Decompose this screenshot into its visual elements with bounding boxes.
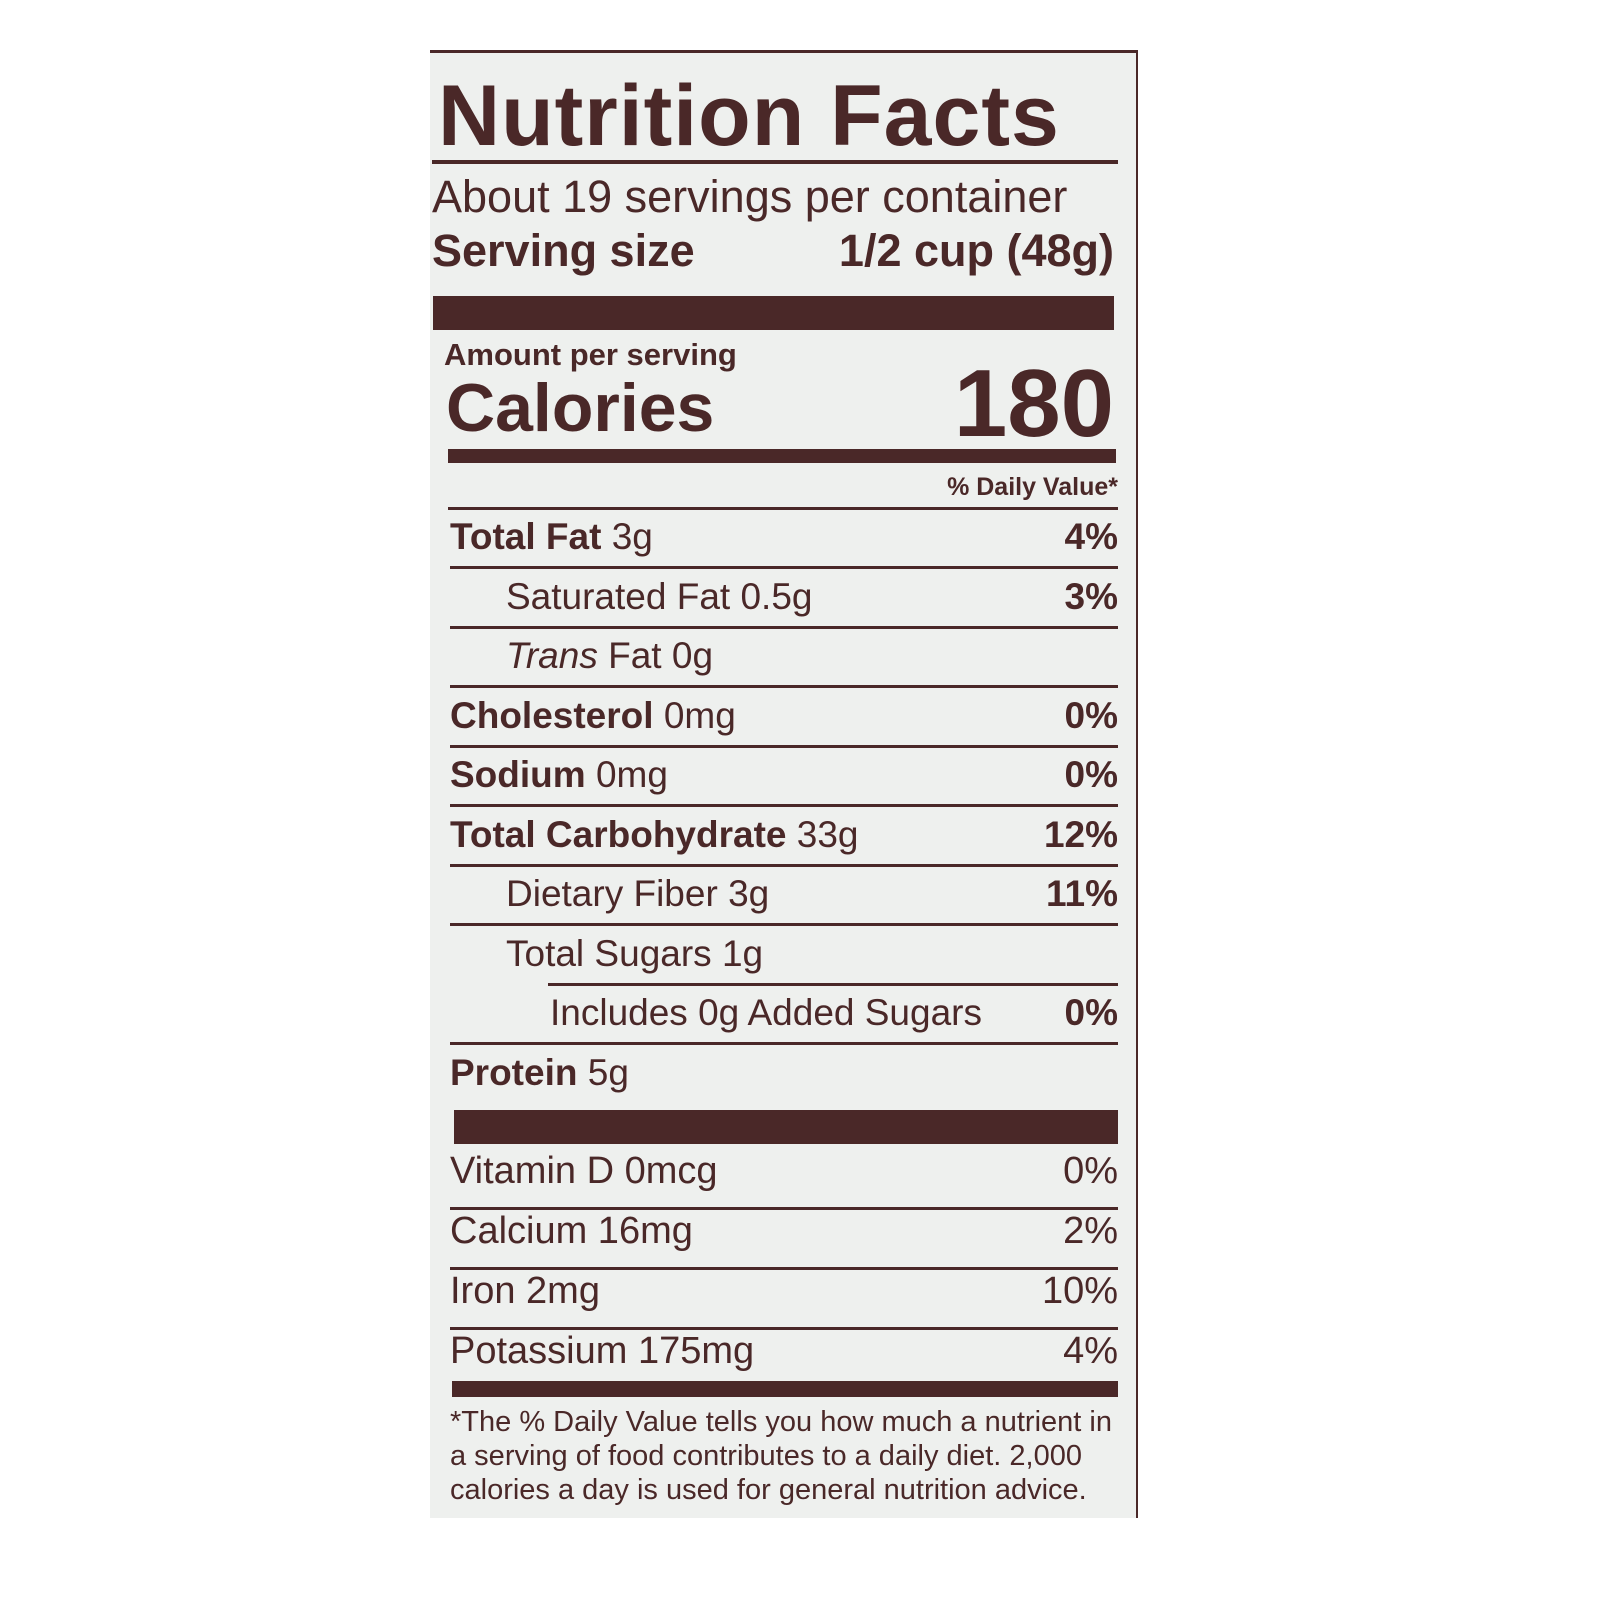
nutrient-daily-value: 11% (1045, 873, 1118, 914)
serving-size-value: 1/2 cup (48g) (838, 225, 1114, 276)
vitamin-name: Iron 2mg (450, 1270, 600, 1312)
nutrient-row: Saturated Fat 0.5g 3% (450, 576, 1118, 626)
nutrient-label: Sodium (450, 754, 586, 795)
nutrient-amount: 5g (587, 1051, 629, 1093)
vitamin-name: Vitamin D 0mcg (450, 1150, 718, 1192)
nutrient-label: Includes 0g Added Sugars (550, 992, 982, 1033)
nutrient-amount: 3g (728, 873, 770, 914)
nutrient-label: Saturated Fat (506, 575, 731, 617)
divider (548, 982, 1118, 986)
nutrient-daily-value: 4% (1064, 516, 1118, 557)
nutrient-name: Total Fat 3g (450, 516, 653, 558)
nutrient-label: Protein (450, 1051, 578, 1093)
vitamin-daily-value: 4% (1063, 1330, 1118, 1372)
nutrient-daily-value: 12% (1043, 813, 1118, 855)
divider (450, 1207, 1118, 1210)
nutrient-amount: 3g (611, 516, 653, 557)
nutrient-row: Includes 0g Added Sugars 0% (450, 992, 1118, 1042)
nutrient-row: Dietary Fiber 3g 11% (450, 873, 1118, 923)
vitamin-row: Potassium 175mg 4% (450, 1330, 1118, 1380)
nutrient-daily-value: 0% (1064, 694, 1118, 736)
nutrient-label: Trans (506, 635, 598, 676)
nutrient-amount: 0mg (663, 694, 736, 736)
nutrient-amount: 0g (671, 635, 714, 676)
nutrient-label-2: Fat (608, 635, 662, 676)
serving-size-label: Serving size (432, 225, 695, 276)
nutrient-name: Trans Fat 0g (506, 635, 713, 677)
nutrient-daily-value: 0% (1064, 992, 1118, 1033)
divider (432, 160, 1118, 164)
divider (450, 625, 1118, 629)
nutrient-row: Cholesterol 0mg 0% (450, 695, 1118, 745)
calories-label: Calories (446, 370, 715, 446)
nutrient-amount: 33g (796, 813, 859, 855)
nutrient-name: Total Carbohydrate 33g (450, 814, 858, 856)
calories-value: 180 (953, 350, 1114, 457)
divider (450, 863, 1118, 867)
nutrient-name: Includes 0g Added Sugars (550, 992, 982, 1034)
divider (448, 507, 1118, 510)
nutrient-name: Sodium 0mg (450, 754, 668, 796)
vitamin-row: Calcium 16mg 2% (450, 1210, 1118, 1260)
nutrient-name: Protein 5g (450, 1052, 629, 1094)
nutrient-label: Total Carbohydrate (450, 813, 787, 855)
nutrient-label: Total Fat (450, 516, 602, 557)
nutrient-row: Total Fat 3g 4% (450, 516, 1118, 566)
divider (450, 744, 1118, 748)
vitamin-row: Iron 2mg 10% (450, 1270, 1118, 1320)
vitamin-daily-value: 2% (1063, 1210, 1118, 1252)
divider (450, 804, 1118, 807)
divider (450, 685, 1118, 688)
nutrient-daily-value: 0% (1064, 754, 1118, 795)
nutrition-facts-label: Nutrition Facts About 19 servings per co… (430, 50, 1138, 1518)
title: Nutrition Facts (438, 68, 1060, 164)
divider (450, 566, 1118, 569)
vitamin-name: Calcium 16mg (450, 1210, 693, 1252)
nutrient-amount: 0.5g (740, 575, 813, 617)
medium-divider (452, 1381, 1118, 1397)
nutrient-label: Cholesterol (450, 694, 654, 736)
footnote: *The % Daily Value tells you how much a … (450, 1405, 1112, 1507)
thick-divider (433, 296, 1114, 330)
nutrient-name: Total Sugars 1g (506, 933, 763, 975)
divider (450, 923, 1118, 926)
vitamin-daily-value: 10% (1041, 1270, 1118, 1312)
vitamin-row: Vitamin D 0mcg 0% (450, 1150, 1118, 1200)
nutrient-row: Total Carbohydrate 33g 12% (450, 814, 1118, 864)
nutrient-amount: 1g (721, 932, 764, 974)
nutrient-row: Trans Fat 0g (450, 635, 1118, 685)
daily-value-header: % Daily Value* (947, 473, 1118, 501)
divider (450, 1327, 1118, 1330)
nutrient-row: Total Sugars 1g (450, 933, 1118, 983)
servings-per-container: About 19 servings per container (432, 171, 1068, 222)
footnote-line: *The % Daily Value tells you how much a … (450, 1406, 1112, 1438)
nutrient-label: Dietary Fiber (506, 873, 718, 914)
nutrient-amount: 0mg (595, 754, 668, 795)
thick-divider (454, 1110, 1118, 1144)
footnote-line: calories a day is used for general nutri… (450, 1474, 1087, 1506)
nutrient-daily-value: 3% (1064, 575, 1118, 617)
divider (450, 1042, 1118, 1045)
amount-per-serving: Amount per serving (444, 337, 737, 372)
medium-divider (448, 449, 1116, 463)
divider (450, 1267, 1118, 1270)
nutrient-name: Cholesterol 0mg (450, 695, 736, 737)
nutrient-row: Protein 5g (450, 1052, 1118, 1102)
nutrient-label: Total Sugars (506, 932, 712, 974)
vitamin-name: Potassium 175mg (450, 1330, 755, 1372)
nutrient-row: Sodium 0mg 0% (450, 754, 1118, 804)
nutrient-name: Dietary Fiber 3g (506, 873, 769, 915)
nutrient-name: Saturated Fat 0.5g (506, 576, 812, 618)
vitamin-daily-value: 0% (1063, 1150, 1118, 1192)
footnote-line: a serving of food contributes to a daily… (450, 1440, 1082, 1472)
